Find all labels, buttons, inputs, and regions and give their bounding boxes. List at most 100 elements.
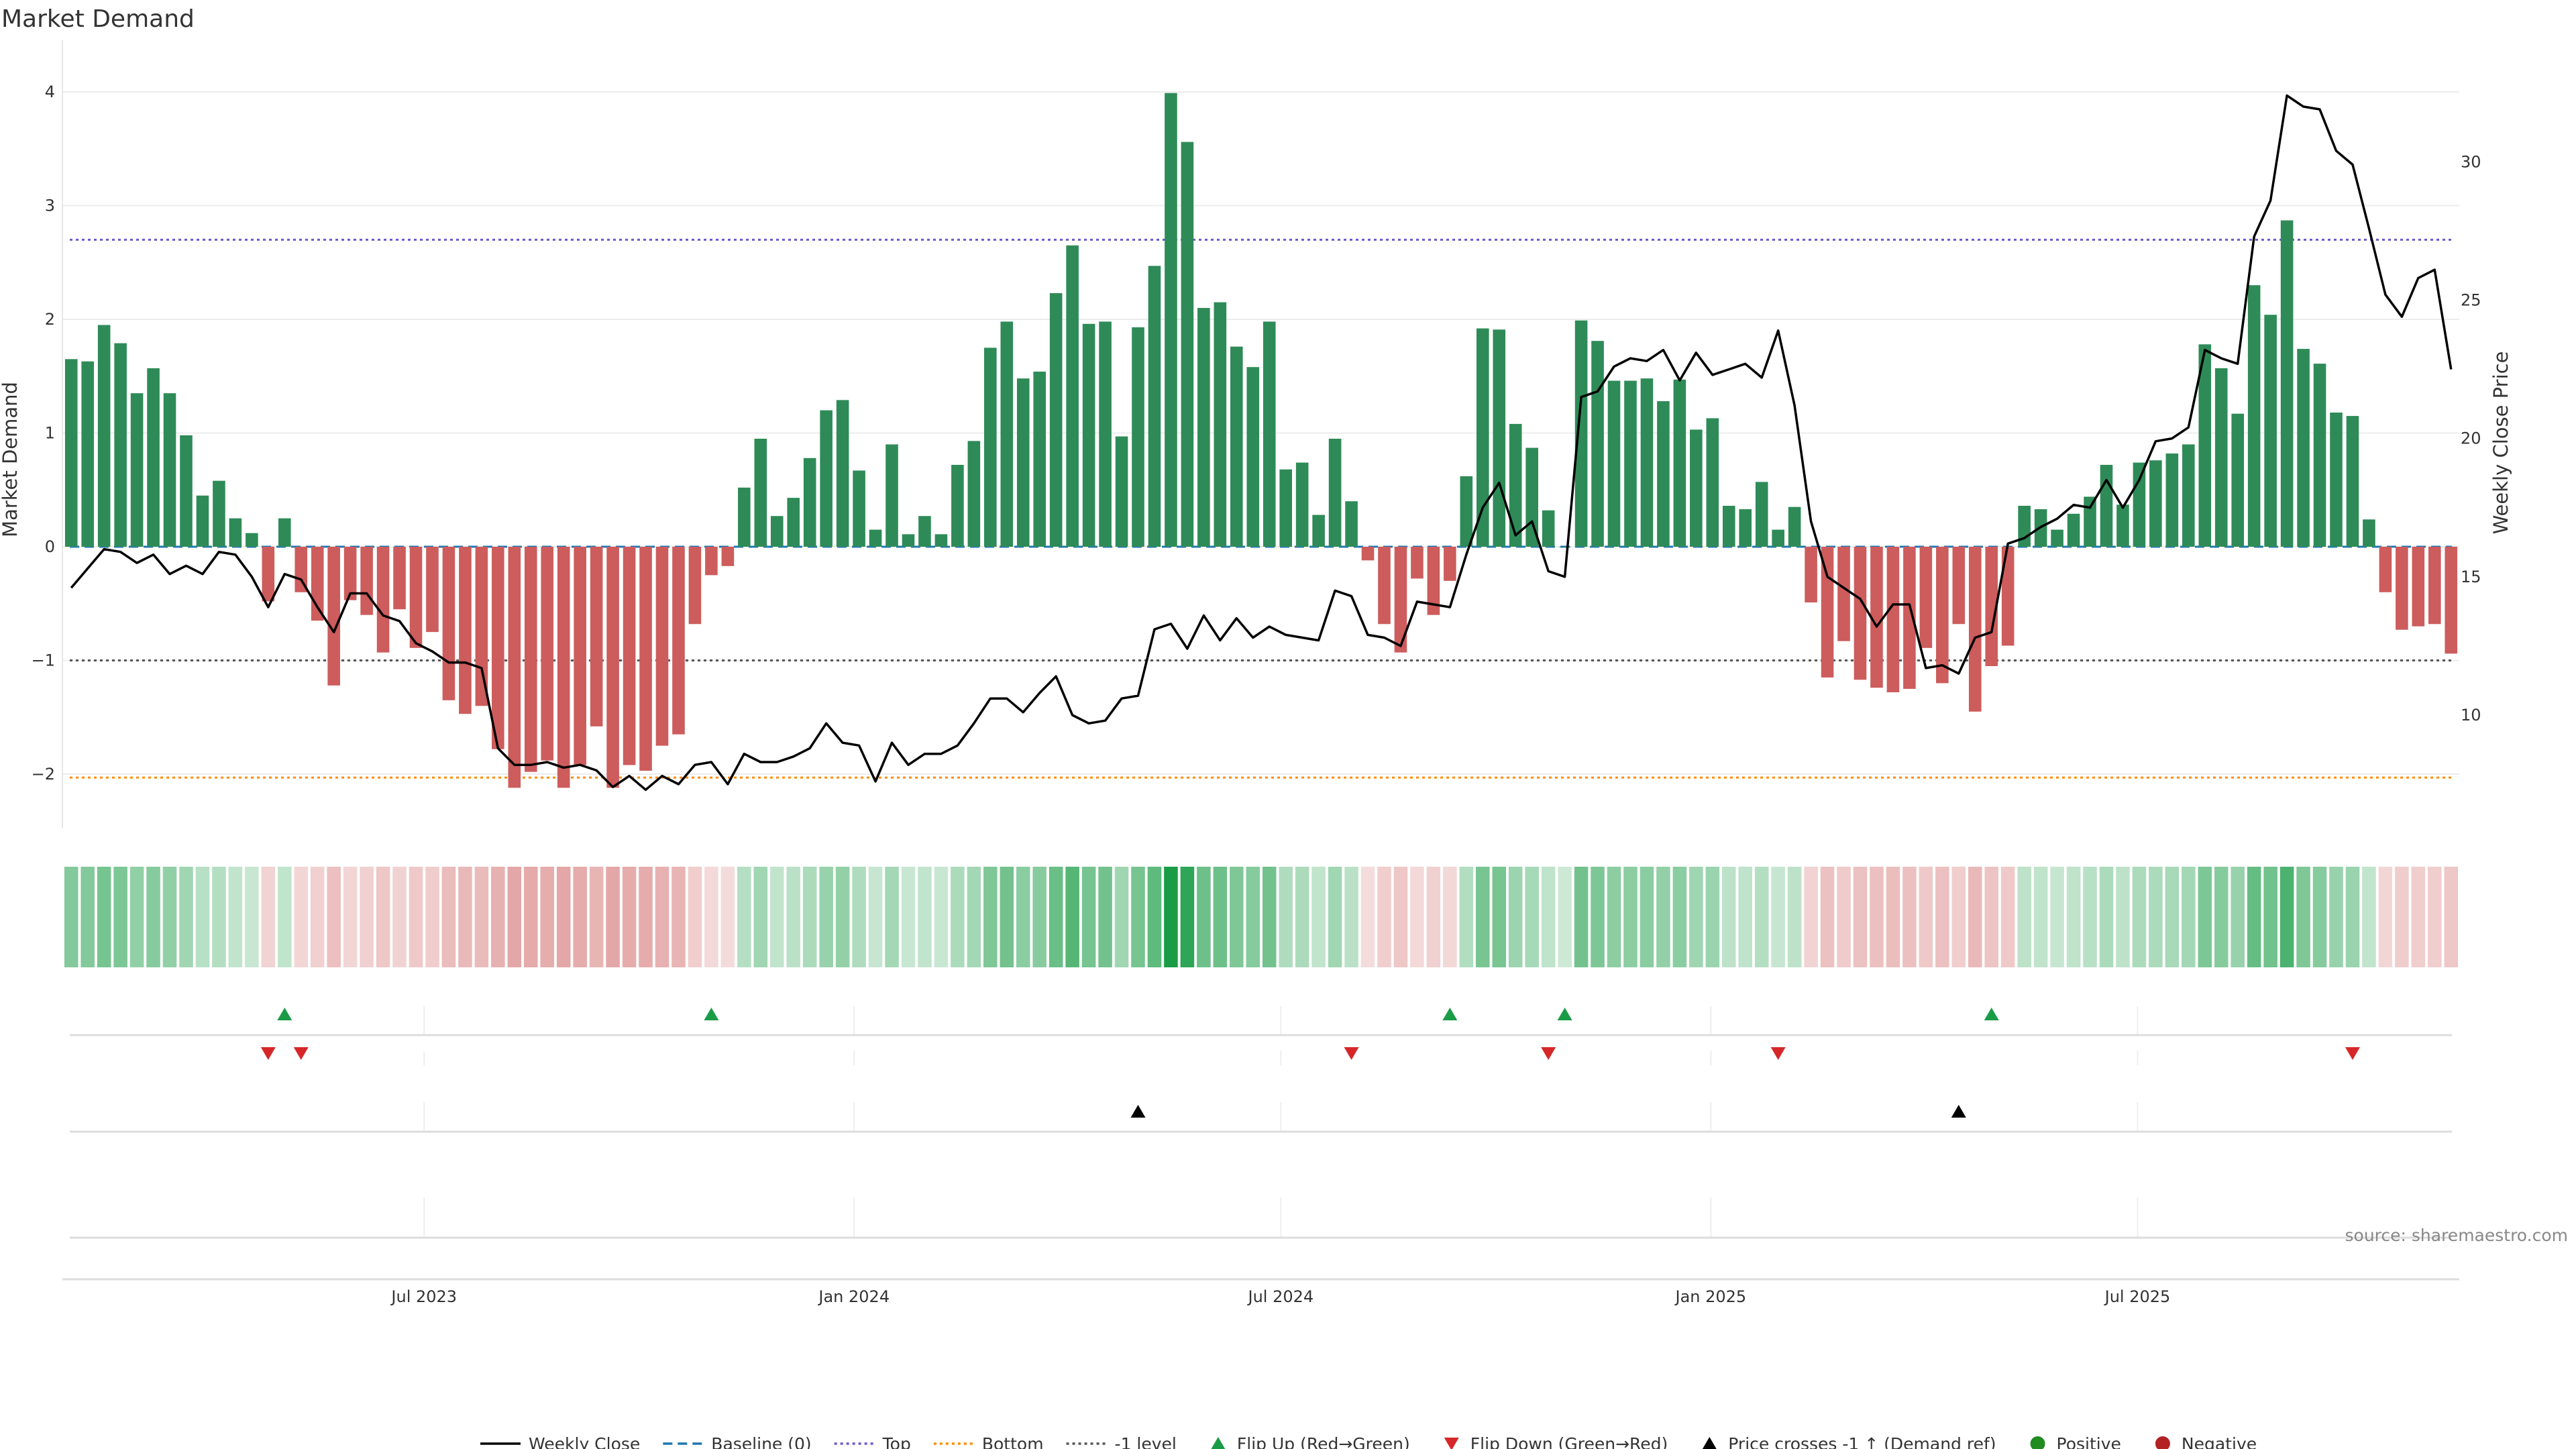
heat-cell (655, 867, 669, 967)
demand-bar (1427, 547, 1440, 615)
demand-bar (1690, 429, 1703, 547)
demand-bar (2280, 220, 2294, 547)
demand-bar (967, 441, 981, 547)
heat-cell (769, 867, 784, 967)
heat-cell (1295, 867, 1309, 967)
demand-bar (1328, 438, 1342, 547)
heat-cell (1377, 867, 1391, 967)
legend-item: Flip Up (Red→Green) (1211, 1434, 1410, 1449)
heat-cell (1081, 867, 1096, 967)
demand-bar (1837, 547, 1850, 641)
demand-bar (508, 547, 521, 788)
heat-cell (392, 867, 407, 967)
weekly-close-line (70, 94, 2453, 792)
heat-cell (835, 867, 850, 967)
x-tick-label: Jul 2024 (1247, 1287, 1314, 1306)
demand-bar (869, 529, 882, 547)
demand-bar (1345, 501, 1358, 547)
legend-swatch (1211, 1437, 1226, 1449)
demand-bar (1968, 547, 1982, 712)
demand-bar (1706, 418, 1719, 547)
heat-cell (2083, 867, 2097, 967)
demand-bar (1722, 505, 1735, 547)
legend-swatch (1702, 1437, 1717, 1449)
heat-cell (360, 867, 374, 967)
flip-down-marker (1344, 1047, 1359, 1060)
demand-bar (1016, 378, 1030, 547)
y2-tick-label: 30 (2461, 152, 2481, 171)
heat-cell (1656, 867, 1670, 967)
heat-cell (2296, 867, 2310, 967)
demand-bar (853, 470, 865, 547)
heat-cell (688, 867, 702, 967)
demand-bar (459, 547, 472, 714)
demand-bar (147, 368, 160, 547)
heat-cell (1360, 867, 1375, 967)
heat-cell (918, 867, 932, 967)
flip-down-marker (1541, 1047, 1556, 1060)
heat-cell (1935, 867, 1949, 967)
demand-bar (1197, 308, 1210, 547)
demand-bar (1772, 529, 1784, 547)
heat-cell (983, 867, 998, 967)
demand-bar (2297, 349, 2310, 547)
heat-cell (1246, 867, 1260, 967)
heat-cell (901, 867, 916, 967)
heat-cell (1541, 867, 1556, 967)
heat-cell (212, 867, 226, 967)
heat-cell (639, 867, 653, 967)
source-note: source: sharemaestro.com (2345, 1226, 2569, 1245)
heat-cell (1065, 867, 1079, 967)
heat-cell (441, 867, 456, 967)
demand-bar (2051, 529, 2063, 547)
heat-cell (1492, 867, 1507, 967)
demand-bar (754, 438, 767, 547)
demand-bar (1378, 547, 1391, 625)
demand-bar (327, 547, 340, 686)
price-cross-marker (1130, 1105, 1146, 1118)
demand-bar (294, 547, 308, 592)
demand-bar (343, 547, 357, 600)
heat-cell (2444, 867, 2459, 967)
demand-bar (2214, 368, 2228, 547)
legend-label: Price crosses -1 ↑ (Demand ref) (1728, 1434, 1996, 1449)
heat-cell (376, 867, 390, 967)
demand-bar (1919, 547, 1933, 648)
heat-cell (1443, 867, 1457, 967)
heat-cell (2345, 867, 2360, 967)
demand-bar (885, 444, 898, 547)
heat-cell (2428, 867, 2442, 967)
legend-item: Baseline (0) (663, 1434, 812, 1449)
demand-bar (1033, 371, 1046, 547)
heat-cell (2066, 867, 2081, 967)
demand-bar (2116, 504, 2129, 547)
heat-cell (1754, 867, 1769, 967)
legend-swatch (2155, 1436, 2170, 1449)
demand-bar (2264, 315, 2277, 547)
demand-bar (1805, 547, 1817, 603)
demand-bar (1854, 547, 1867, 680)
demand-bar (1870, 547, 1883, 688)
heat-cell (1426, 867, 1441, 967)
heat-cell (1902, 867, 1917, 967)
heat-cell (1049, 867, 1063, 967)
heat-cell (1180, 867, 1195, 967)
legend-label: Bottom (982, 1434, 1044, 1449)
flip-down-marker (2345, 1047, 2360, 1060)
demand-bar (557, 547, 570, 788)
heat-cell (1410, 867, 1424, 967)
heat-cell (786, 867, 801, 967)
demand-bar (1444, 547, 1456, 581)
heat-cell (1213, 867, 1228, 967)
x-tick-label: Jan 2024 (817, 1287, 890, 1306)
heat-cell (2116, 867, 2130, 967)
heat-cell (951, 867, 965, 967)
heat-cell (934, 867, 949, 967)
demand-bar (655, 547, 669, 746)
demand-bar (1230, 346, 1243, 547)
demand-bar (393, 547, 406, 610)
demand-bar (820, 410, 833, 547)
heat-cell (310, 867, 325, 967)
heat-cell (720, 867, 735, 967)
heat-cell (2033, 867, 2048, 967)
